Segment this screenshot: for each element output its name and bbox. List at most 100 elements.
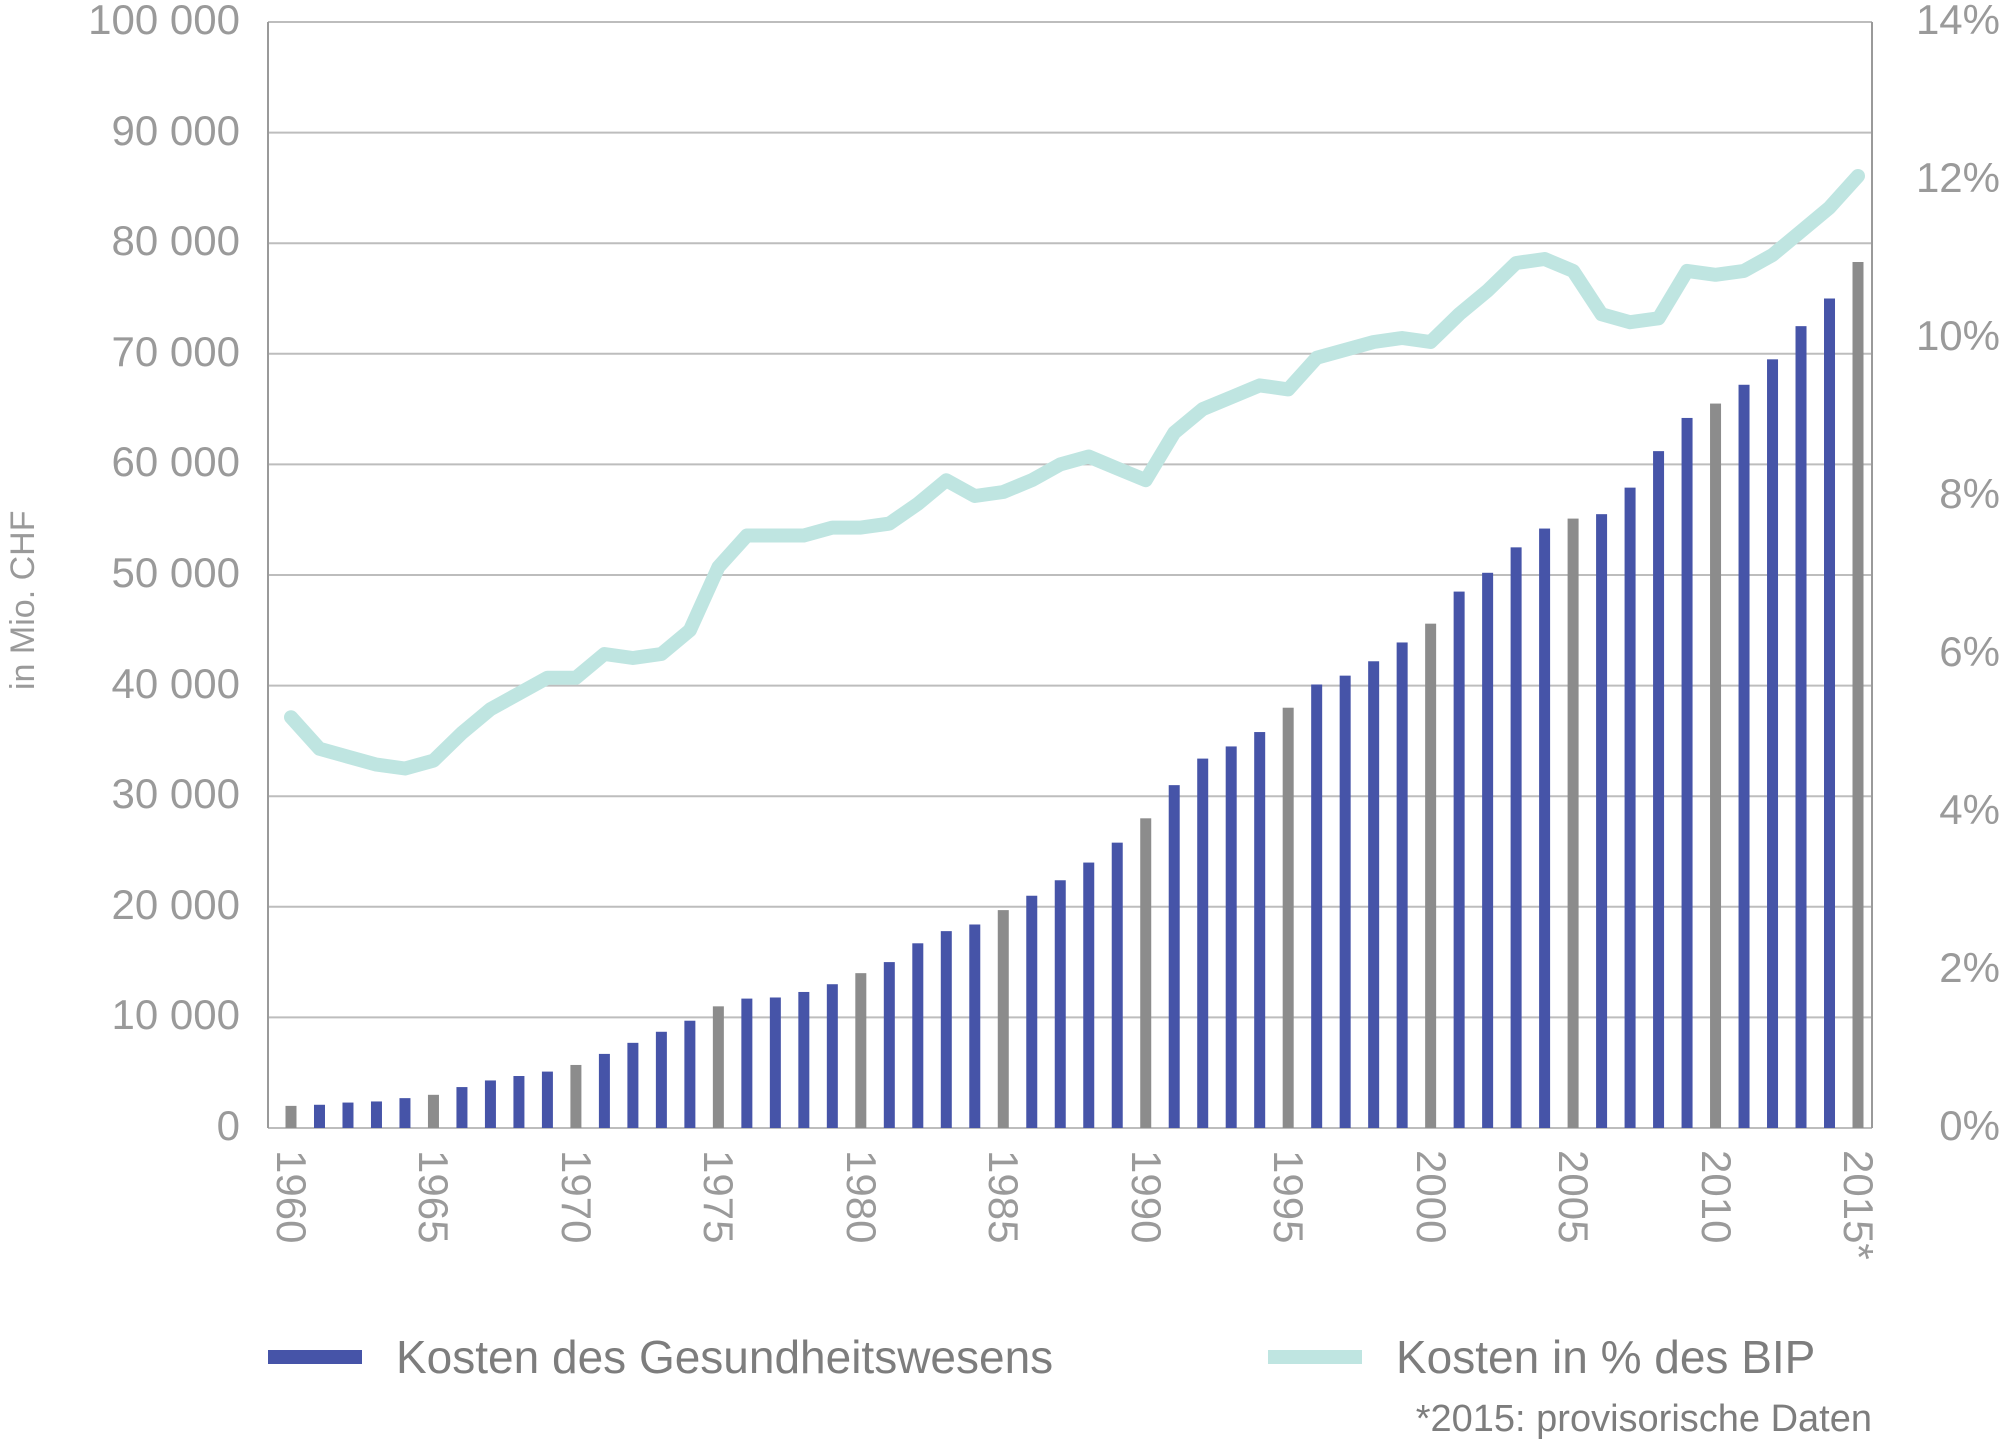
line-point-1975 [717,566,719,568]
bar-1996 [1311,684,1323,1128]
y-tick-label: 40 000 [111,659,240,707]
x-tick-label: 2010 [1692,1150,1740,1244]
line-point-1986 [1031,479,1033,481]
x-tick-label: 2000 [1407,1150,1455,1244]
bar-1971 [598,1053,610,1128]
line-point-1980 [860,527,862,529]
bar-1985 [997,910,1009,1128]
x-tick-label: 1980 [837,1150,885,1244]
line-point-1996 [1316,357,1318,359]
bar-1981 [883,962,895,1128]
bar-2005 [1567,518,1579,1128]
line-point-1967 [489,708,491,710]
line-point-2015 [1857,175,1859,177]
line-point-1962 [347,756,349,758]
bar-2011 [1738,384,1750,1128]
legend-swatch-line [1268,1350,1362,1364]
bar-2008 [1653,451,1665,1128]
x-tick-label: 1970 [552,1150,600,1244]
line-point-2004 [1544,258,1546,260]
line-point-1976 [746,535,748,536]
bar-2013 [1795,326,1807,1128]
y-tick-label: 70 000 [111,327,240,375]
bar-1992 [1197,758,1209,1128]
bar-1964 [399,1098,411,1128]
bar-1962 [342,1102,354,1128]
bar-1975 [712,1006,724,1128]
y-tick-label: 80 000 [111,217,240,265]
bar-1989 [1111,842,1123,1128]
axes [267,22,1873,1128]
line-point-1981 [888,523,890,525]
line-point-1984 [974,495,976,497]
bar-2003 [1510,547,1522,1128]
line-point-1983 [945,479,947,481]
bar-1984 [969,924,981,1128]
bar-1997 [1339,675,1351,1128]
y-tick-label: 50 000 [111,549,240,596]
x-tick-label: 1995 [1265,1150,1313,1244]
bar-1978 [798,991,810,1128]
bar-2009 [1681,417,1693,1128]
y-tick-label: 30 000 [111,770,240,818]
legend-item-line: Kosten in % des BIP [1268,1330,1815,1384]
line-point-2011 [1743,270,1745,272]
line-point-1989 [1116,467,1118,469]
y2-tick-label: 10% [1915,312,2000,359]
x-tick-label: 1985 [980,1150,1028,1244]
line-point-1963 [375,764,377,766]
bar-2001 [1453,591,1465,1128]
bar-1977 [769,997,781,1128]
bar-series [285,262,1864,1129]
bar-1980 [855,973,867,1128]
line-point-2003 [1515,262,1517,264]
bar-1973 [655,1031,667,1128]
line-point-1995 [1287,388,1289,390]
grid-lines [268,21,1872,1129]
bar-1995 [1282,707,1294,1128]
bar-2010 [1710,403,1722,1128]
y2-tick-label: 8% [1939,470,2000,517]
bar-1968 [513,1076,525,1128]
line-point-2002 [1487,290,1489,292]
y-tick-label: 90 000 [111,106,240,154]
legend-swatch-bars [268,1350,362,1364]
bar-1999 [1396,642,1408,1128]
line-point-2006 [1601,313,1603,315]
bar-2004 [1539,528,1551,1128]
bar-2007 [1624,487,1636,1129]
x-tick-label: 2015* [1835,1150,1882,1260]
line-gdp-share [284,169,1865,776]
x-tick-label: 2005 [1550,1150,1598,1244]
line-point-1998 [1373,341,1375,343]
line-point-1972 [632,657,634,659]
line-point-2007 [1629,321,1631,323]
line-point-1987 [1059,463,1061,465]
y2-tick-label: 12% [1915,154,2000,201]
line-point-1973 [660,653,662,655]
y-tick-label: 10 000 [111,991,240,1039]
line-point-1969 [546,677,548,679]
line-point-1999 [1401,337,1403,339]
bar-1994 [1254,732,1266,1128]
bar-2012 [1767,359,1779,1129]
line-point-1982 [917,503,919,505]
line-point-1970 [575,677,577,679]
bar-2006 [1596,514,1608,1128]
line-point-2008 [1658,317,1660,319]
line-point-2013 [1800,230,1802,232]
line-point-1968 [518,693,520,694]
y-tick-label: 20 000 [111,880,240,928]
line-point-1992 [1202,408,1204,410]
y-axis-label: in Mio. CHF [4,510,42,690]
bar-1982 [912,943,924,1128]
line-point-1978 [803,535,805,536]
footnote: *2015: provisorische Daten [1415,1398,1872,1440]
bar-1988 [1083,862,1095,1128]
line-point-2012 [1772,254,1774,256]
bar-1998 [1368,661,1380,1128]
line-point-2014 [1829,207,1831,209]
bar-1967 [484,1080,496,1128]
line-point-1960 [290,716,292,718]
line-point-2009 [1686,270,1688,272]
